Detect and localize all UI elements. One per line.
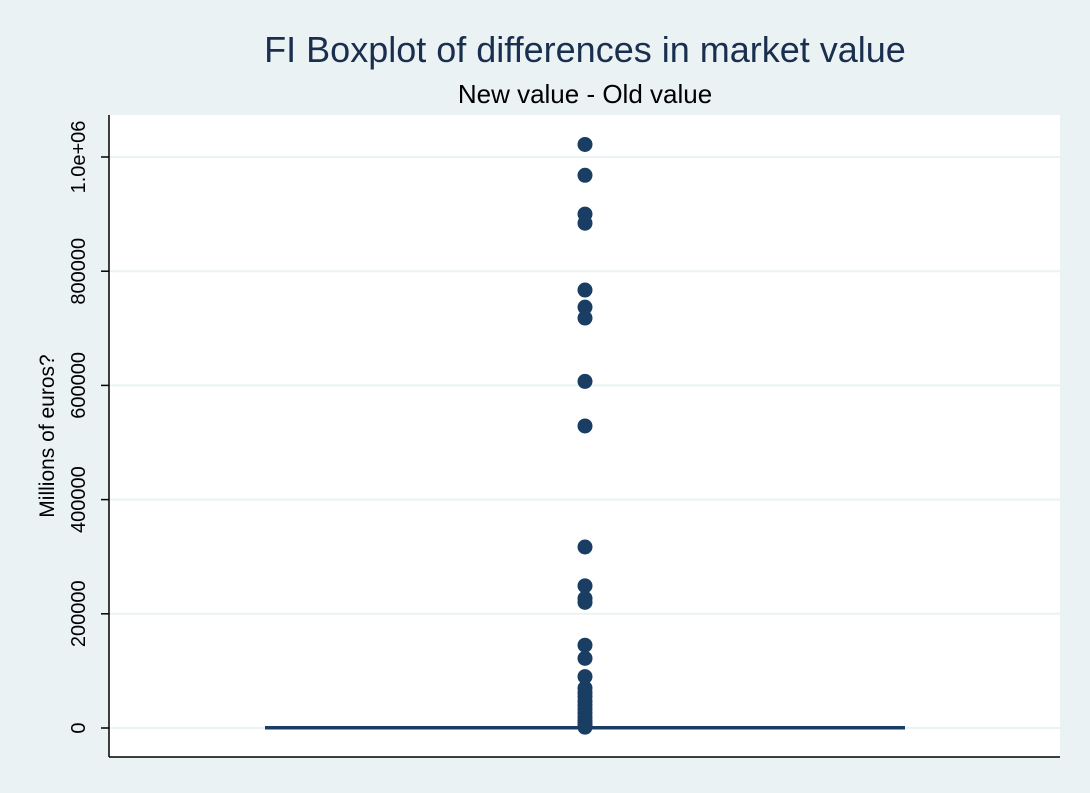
- outlier-points: [577, 136, 593, 735]
- chart-subtitle: New value - Old value: [458, 79, 712, 109]
- y-tick-label: 400000: [68, 466, 90, 533]
- outlier-point: [577, 594, 593, 610]
- outlier-point: [577, 310, 593, 326]
- outlier-point: [577, 539, 593, 555]
- outlier-point: [577, 650, 593, 666]
- y-tick-label: 1.0e+06: [68, 121, 90, 194]
- outlier-point: [577, 167, 593, 183]
- y-axis-title: Millions of euros?: [36, 354, 59, 517]
- outlier-point: [577, 418, 593, 434]
- outlier-point: [577, 578, 593, 594]
- outlier-point: [577, 282, 593, 298]
- outlier-point: [577, 373, 593, 389]
- y-tick-label: 200000: [68, 580, 90, 647]
- y-axis: 0 200000 400000 600000 800000 1.0e+06: [68, 115, 110, 757]
- y-tick-label: 800000: [68, 238, 90, 305]
- outlier-point: [577, 215, 593, 231]
- outlier-point: [577, 669, 593, 685]
- y-tick-label: 600000: [68, 352, 90, 419]
- outlier-point: [577, 719, 593, 735]
- chart-title: FI Boxplot of differences in market valu…: [264, 29, 906, 70]
- outlier-point: [577, 136, 593, 152]
- y-tick-label: 0: [68, 722, 90, 733]
- outlier-point: [577, 299, 593, 315]
- outlier-point: [577, 637, 593, 653]
